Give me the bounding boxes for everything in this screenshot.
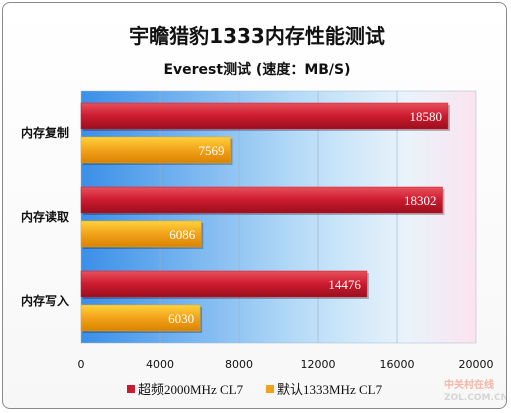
bar-chart: 宇瞻猎豹1333内存性能测试 Everest测试 (速度：MB/S) 18580…: [21, 24, 507, 403]
legend-label-default: 默认1333MHz CL7: [277, 382, 383, 397]
x-axis-ticks: 0 4000 8000 12000 16000 20000: [78, 358, 494, 371]
bar-value-label: 18580: [409, 109, 442, 124]
bar: [80, 220, 202, 248]
bar: [80, 136, 231, 164]
chart-subtitle: Everest测试 (速度：MB/S): [163, 61, 350, 78]
bar-value-label: 18302: [404, 193, 437, 208]
chart-title: 宇瞻猎豹1333内存性能测试: [129, 24, 385, 48]
gridlines: [159, 91, 398, 343]
category-label: 内存复制: [21, 125, 69, 140]
plot-area: [80, 90, 477, 344]
bar-value-label: 7569: [198, 143, 224, 158]
legend-label-overclock: 超频2000MHz CL7: [138, 382, 244, 397]
legend-swatch-default: [266, 385, 274, 393]
x-tick-label: 20000: [459, 358, 494, 371]
bar-value-label: 14476: [328, 277, 361, 292]
bar-value-label: 6086: [169, 227, 196, 242]
bar: [80, 304, 201, 332]
bar: [80, 102, 449, 130]
legend-swatch-overclock: [127, 385, 135, 393]
legend: 超频2000MHz CL7 默认1333MHz CL7: [127, 382, 383, 397]
watermark-logo: 中关村在线 ZOL.COM.CN: [444, 378, 507, 403]
bar: [80, 186, 443, 214]
x-tick-label: 16000: [380, 358, 415, 371]
x-tick-label: 12000: [301, 358, 336, 371]
x-tick-label: 0: [78, 358, 85, 371]
category-label: 内存写入: [21, 293, 69, 308]
x-tick-label: 8000: [225, 358, 253, 371]
bar-value-label: 6030: [168, 311, 194, 326]
watermark-line1: 中关村在线: [444, 378, 494, 391]
bar: [80, 270, 368, 298]
watermark-line2: ZOL.COM.CN: [444, 393, 507, 403]
x-tick-label: 4000: [146, 358, 174, 371]
chart-frame: 宇瞻猎豹1333内存性能测试 Everest测试 (速度：MB/S) 18580…: [2, 2, 507, 409]
bars: 18580 7569 18302 6086 14476 6030: [80, 102, 450, 333]
category-label: 内存读取: [21, 209, 69, 224]
